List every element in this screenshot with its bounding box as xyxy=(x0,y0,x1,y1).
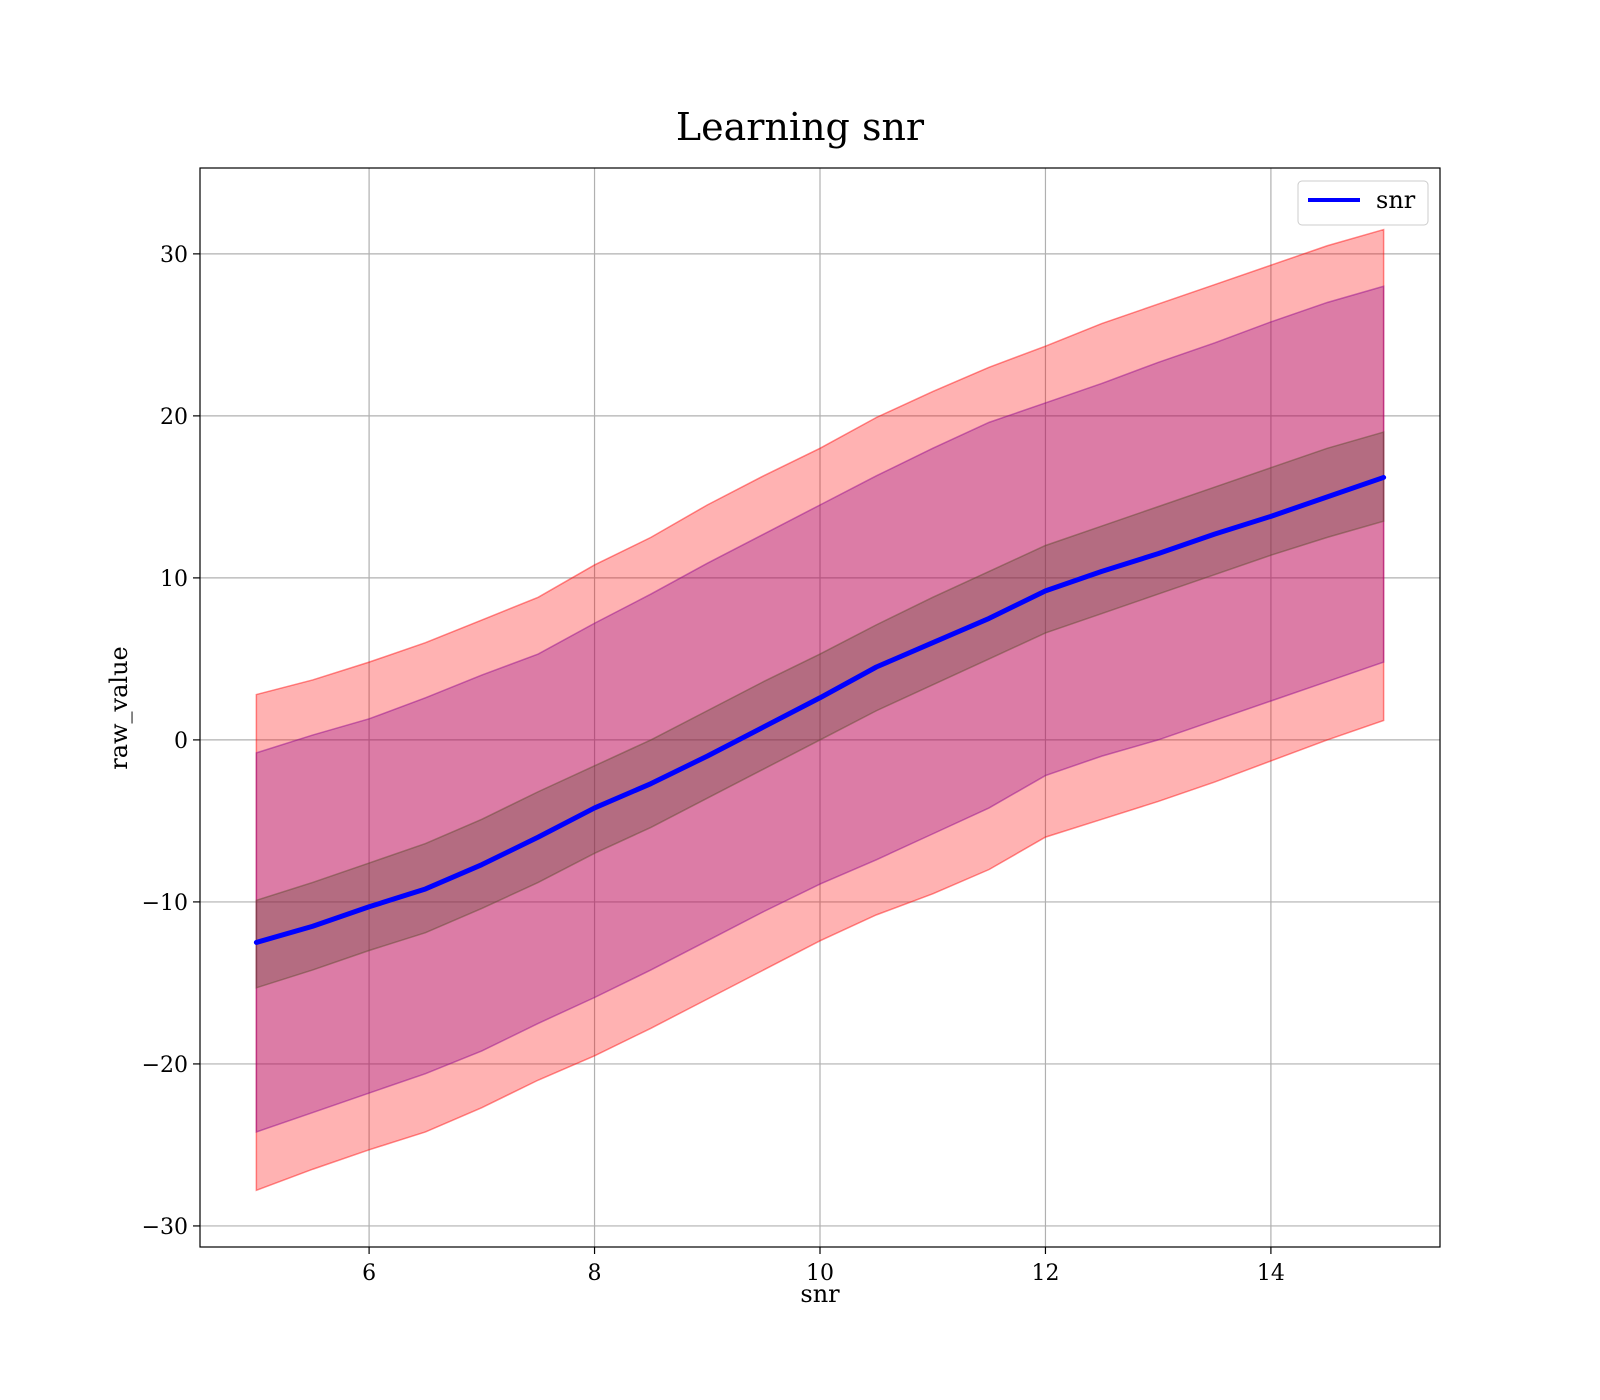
y-tick-label-30: 30 xyxy=(160,243,188,268)
series-lines xyxy=(253,474,1387,945)
y-tick-label-neg20: −20 xyxy=(142,1053,188,1078)
legend: snr xyxy=(1297,180,1429,226)
x-tick-label-6: 6 xyxy=(362,1261,376,1286)
x-axis-label: snr xyxy=(800,1280,840,1308)
x-tick-label-8: 8 xyxy=(588,1261,602,1286)
y-axis-ticks: −30 −20 −10 0 10 20 30 xyxy=(142,243,200,1240)
legend-label-snr: snr xyxy=(1376,186,1416,214)
x-tick-label-10: 10 xyxy=(806,1261,834,1286)
series-line-snr xyxy=(253,474,1387,945)
y-tick-label-neg30: −30 xyxy=(142,1215,188,1240)
y-tick-label-10: 10 xyxy=(160,567,188,592)
legend-box xyxy=(1297,180,1429,226)
x-axis-ticks: 6 8 10 12 14 xyxy=(362,1247,1285,1286)
chart-title: Learning snr xyxy=(676,105,925,149)
y-tick-label-20: 20 xyxy=(160,405,188,430)
y-tick-label-0: 0 xyxy=(174,729,188,754)
y-tick-label-neg10: −10 xyxy=(142,891,188,916)
x-tick-label-14: 14 xyxy=(1257,1261,1285,1286)
band-1 xyxy=(255,228,1385,1192)
y-axis-label: raw_value xyxy=(105,646,133,770)
grid xyxy=(200,168,1440,1247)
x-tick-label-12: 12 xyxy=(1031,1261,1059,1286)
band-2 xyxy=(255,285,1385,1134)
